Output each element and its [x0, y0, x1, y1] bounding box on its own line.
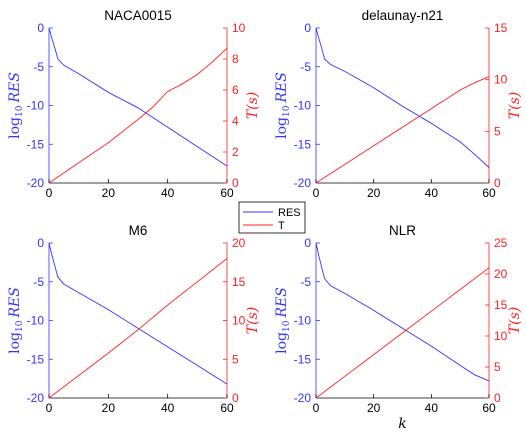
- x-tick-label: 40: [425, 186, 439, 200]
- left-y-axis-label: log10RES: [274, 72, 292, 139]
- right-y-tick-label: 0: [232, 391, 239, 405]
- chart-title: M6: [129, 223, 148, 238]
- left-y-tick-label: -5: [33, 60, 44, 74]
- x-tick-label: 0: [46, 401, 53, 415]
- left-y-axis-label: log10RES: [274, 287, 292, 354]
- x-tick-label: 40: [161, 401, 175, 415]
- chart-title: NLR: [389, 223, 416, 238]
- x-tick-label: 60: [482, 401, 496, 415]
- x-tick-label: 40: [425, 401, 439, 415]
- left-y-tick-label: 0: [304, 21, 311, 35]
- right-y-tick-label: 4: [232, 114, 239, 128]
- right-y-tick-label: 15: [232, 275, 246, 289]
- legend-label-res: RES: [278, 207, 301, 219]
- left-y-tick-label: -5: [33, 275, 44, 289]
- right-y-tick-label: 10: [232, 314, 246, 328]
- chart-title: NACA0015: [104, 8, 172, 23]
- x-tick-label: 40: [161, 186, 175, 200]
- right-y-tick-label: 25: [494, 236, 508, 250]
- left-y-tick-label: -5: [300, 60, 311, 74]
- right-y-tick-label: 6: [232, 83, 239, 97]
- left-y-tick-label: -15: [27, 137, 45, 151]
- x-tick-label: 0: [313, 186, 320, 200]
- x-axis-label: k: [398, 416, 406, 432]
- left-y-tick-label: -15: [27, 352, 45, 366]
- right-y-tick-label: 20: [494, 267, 508, 281]
- chart-panel-4: 0 20 40 60 -20 -15 -10 -5 0 0 5 10 15 20 25 NLR log10RES…: [274, 223, 523, 432]
- chart-title: delaunay-n21: [362, 8, 444, 23]
- left-y-tick-label: -20: [294, 176, 312, 190]
- left-y-tick-label: -10: [294, 314, 312, 328]
- right-y-tick-label: 20: [232, 236, 246, 250]
- left-y-tick-label: 0: [37, 236, 44, 250]
- right-y-tick-label: 0: [232, 176, 239, 190]
- left-y-tick-label: -10: [27, 99, 45, 113]
- x-tick-label: 60: [220, 401, 234, 415]
- x-tick-label: 60: [482, 186, 496, 200]
- left-y-tick-label: -15: [294, 352, 312, 366]
- left-y-axis-label: log10RES: [7, 72, 25, 139]
- chart-panel-2: 0 20 40 60 -20 -15 -10 -5 0 0 5 10 15 delaunay-n21 log…: [274, 8, 523, 200]
- series-line-res: [48, 27, 228, 167]
- right-y-tick-label: 5: [232, 352, 239, 366]
- right-y-tick-label: 5: [494, 124, 501, 138]
- right-y-tick-label: 15: [494, 21, 508, 35]
- right-y-axis-label: T(s): [507, 92, 523, 119]
- left-y-tick-label: 0: [37, 21, 44, 35]
- left-y-tick-label: -20: [27, 176, 45, 190]
- left-y-tick-label: 0: [304, 236, 311, 250]
- legend-box: [238, 201, 306, 234]
- x-tick-label: 0: [313, 401, 320, 415]
- left-y-tick-label: -15: [294, 137, 312, 151]
- right-y-tick-label: 0: [494, 391, 501, 405]
- x-tick-label: 60: [220, 186, 234, 200]
- x-tick-label: 20: [367, 186, 381, 200]
- legend-label-t: T: [278, 220, 285, 232]
- right-y-tick-label: 2: [232, 145, 239, 159]
- x-tick-label: 0: [46, 186, 53, 200]
- right-y-tick-label: 10: [494, 73, 508, 87]
- series-line-res: [48, 242, 228, 385]
- left-y-tick-label: -20: [27, 391, 45, 405]
- series-line-t: [315, 76, 490, 184]
- left-y-tick-label: -10: [27, 314, 45, 328]
- series-line-t: [48, 258, 228, 399]
- left-y-tick-label: -20: [294, 391, 312, 405]
- left-y-axis-label: log10RES: [7, 287, 25, 354]
- right-y-axis-label: T(s): [507, 307, 523, 334]
- left-y-tick-label: -5: [300, 275, 311, 289]
- series-line-t: [315, 267, 490, 399]
- x-tick-label: 20: [102, 186, 116, 200]
- right-y-axis-label: T(s): [245, 307, 261, 334]
- right-y-tick-label: 15: [494, 298, 508, 312]
- series-line-res: [315, 242, 490, 382]
- x-tick-label: 20: [102, 401, 116, 415]
- series-line-t: [48, 47, 228, 184]
- right-y-tick-label: 0: [494, 176, 501, 190]
- left-y-tick-label: -10: [294, 99, 312, 113]
- right-y-tick-label: 10: [494, 329, 508, 343]
- right-y-tick-label: 10: [232, 21, 246, 35]
- x-tick-label: 20: [367, 401, 381, 415]
- right-y-tick-label: 8: [232, 52, 239, 66]
- right-y-tick-label: 5: [494, 360, 501, 374]
- chart-panel-1: 0 20 40 60 -20 -15 -10 -5 0 0 2 4 6 8 10 NACA0015 log10R…: [7, 8, 261, 200]
- chart-panel-3: 0 20 40 60 -20 -15 -10 -5 0 0 5 10 15 20 M6 log10RES T(s…: [7, 223, 261, 415]
- right-y-axis-label: T(s): [245, 92, 261, 119]
- series-line-res: [315, 27, 490, 168]
